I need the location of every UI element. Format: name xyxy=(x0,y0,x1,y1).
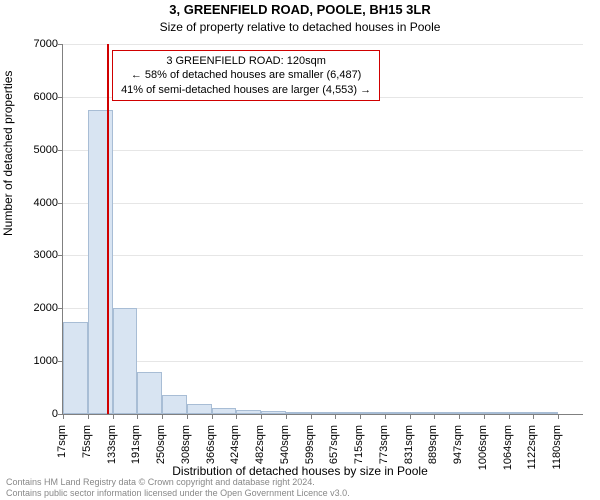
histogram-bar xyxy=(410,412,435,414)
chart-subtitle: Size of property relative to detached ho… xyxy=(0,20,600,34)
gridline xyxy=(63,44,583,45)
histogram-bar xyxy=(286,412,311,414)
histogram-bar xyxy=(63,322,88,415)
histogram-bar xyxy=(212,408,237,414)
x-tick-label: 1006sqm xyxy=(477,425,489,481)
histogram-bar xyxy=(484,412,509,414)
y-tick-label: 1000 xyxy=(18,355,58,367)
y-tick-label: 4000 xyxy=(18,197,58,209)
gridline xyxy=(63,361,583,362)
x-tick-label: 133sqm xyxy=(106,425,118,481)
x-tick-label: 657sqm xyxy=(328,425,340,481)
y-tick-label: 2000 xyxy=(18,302,58,314)
y-axis-label: Number of detached properties xyxy=(1,71,15,236)
annotation-line: ← 58% of detached houses are smaller (6,… xyxy=(121,68,371,82)
gridline xyxy=(63,308,583,309)
x-tick-label: 191sqm xyxy=(130,425,142,481)
histogram-bar xyxy=(509,412,534,414)
reference-marker-line xyxy=(107,44,109,414)
x-tick-label: 75sqm xyxy=(81,425,93,481)
annotation-line: 3 GREENFIELD ROAD: 120sqm xyxy=(121,54,371,68)
annotation-line: 41% of semi-detached houses are larger (… xyxy=(121,83,371,97)
x-tick-label: 308sqm xyxy=(180,425,192,481)
chart-title: 3, GREENFIELD ROAD, POOLE, BH15 3LR xyxy=(0,2,600,17)
gridline xyxy=(63,203,583,204)
histogram-bar xyxy=(434,412,459,414)
y-tick-label: 5000 xyxy=(18,144,58,156)
histogram-bar xyxy=(385,412,410,414)
x-tick-label: 366sqm xyxy=(205,425,217,481)
histogram-bar xyxy=(360,412,385,414)
histogram-bar xyxy=(459,412,484,414)
x-tick-label: 540sqm xyxy=(279,425,291,481)
x-tick-label: 1180sqm xyxy=(551,425,563,481)
x-tick-label: 250sqm xyxy=(155,425,167,481)
y-tick-label: 7000 xyxy=(18,38,58,50)
x-tick-label: 17sqm xyxy=(56,425,68,481)
x-tick-label: 947sqm xyxy=(452,425,464,481)
chart-container: { "title": "3, GREENFIELD ROAD, POOLE, B… xyxy=(0,0,600,500)
y-tick-label: 6000 xyxy=(18,91,58,103)
x-tick-label: 1122sqm xyxy=(526,425,538,481)
annotation-box: 3 GREENFIELD ROAD: 120sqm← 58% of detach… xyxy=(112,50,380,101)
x-tick-label: 1064sqm xyxy=(502,425,514,481)
histogram-bar xyxy=(311,412,336,414)
gridline xyxy=(63,255,583,256)
x-tick-label: 831sqm xyxy=(403,425,415,481)
x-tick-label: 715sqm xyxy=(353,425,365,481)
histogram-bar xyxy=(113,308,138,414)
x-tick-label: 424sqm xyxy=(229,425,241,481)
x-tick-label: 599sqm xyxy=(304,425,316,481)
footer-line-2: Contains public sector information licen… xyxy=(6,488,350,498)
histogram-bar xyxy=(187,404,212,414)
histogram-bar xyxy=(162,395,187,414)
gridline xyxy=(63,150,583,151)
x-tick-label: 482sqm xyxy=(254,425,266,481)
y-tick-label: 0 xyxy=(18,408,58,420)
histogram-bar xyxy=(335,412,360,414)
x-tick-label: 773sqm xyxy=(378,425,390,481)
histogram-bar xyxy=(137,372,162,414)
x-tick-label: 889sqm xyxy=(427,425,439,481)
histogram-bar xyxy=(533,412,558,414)
y-tick-label: 3000 xyxy=(18,249,58,261)
histogram-bar xyxy=(236,410,261,414)
histogram-bar xyxy=(261,411,286,414)
